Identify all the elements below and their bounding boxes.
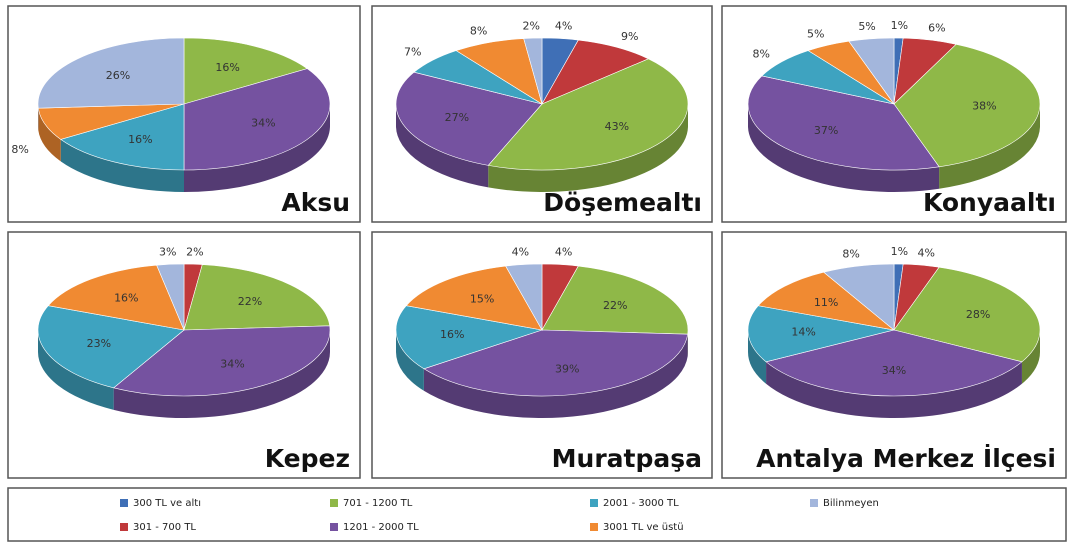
- slice-side: [184, 104, 330, 192]
- legend-swatch: [590, 499, 598, 507]
- data-label: 7%: [404, 45, 421, 58]
- slice: [523, 37, 543, 105]
- data-label: 4%: [555, 246, 572, 259]
- slice-side: [396, 104, 489, 188]
- slice: [893, 266, 1041, 363]
- slice: [395, 71, 543, 166]
- slice: [747, 75, 940, 171]
- slice-side: [766, 361, 1022, 419]
- data-label: 8%: [470, 25, 487, 38]
- data-label: 34%: [251, 117, 275, 130]
- slice: [848, 37, 895, 105]
- legend-label: 701 - 1200 TL: [343, 498, 413, 509]
- chart-title: Aksu: [281, 188, 350, 217]
- data-label: 9%: [621, 30, 638, 43]
- slice: [183, 37, 308, 105]
- legend-swatch: [590, 523, 598, 531]
- data-label: 2%: [522, 19, 539, 32]
- data-label: 5%: [858, 20, 875, 33]
- data-label: 8%: [753, 47, 770, 60]
- data-label: 5%: [807, 28, 824, 41]
- data-label: 3%: [159, 245, 176, 258]
- slice-side: [747, 330, 767, 384]
- data-label: 14%: [791, 326, 815, 339]
- slice-side: [1021, 330, 1040, 384]
- data-label: 15%: [470, 292, 494, 305]
- legend-label: 1201 - 2000 TL: [343, 522, 419, 533]
- data-label: 16%: [440, 328, 464, 341]
- data-label: 34%: [220, 358, 244, 371]
- chart-title: Muratpaşa: [552, 444, 702, 473]
- slice: [60, 103, 185, 171]
- data-label: 22%: [238, 295, 262, 308]
- slice-side: [38, 108, 61, 162]
- slice: [395, 305, 543, 370]
- slice: [893, 43, 1041, 168]
- chart-title: Antalya Merkez İlçesi: [756, 443, 1056, 473]
- legend-label: Bilinmeyen: [823, 498, 879, 509]
- legend-label: 3001 TL ve üstü: [603, 522, 684, 533]
- legend-swatch: [120, 523, 128, 531]
- slice: [823, 263, 895, 331]
- slice-side: [37, 330, 114, 410]
- data-label: 4%: [555, 20, 572, 33]
- chart-title: Konyaaltı: [923, 188, 1056, 217]
- slice: [37, 305, 185, 389]
- legend-label: 300 TL ve altı: [133, 498, 201, 509]
- slice: [541, 39, 650, 105]
- slice-side: [60, 139, 185, 192]
- data-label: 28%: [966, 308, 990, 321]
- data-label: 11%: [814, 296, 838, 309]
- data-label: 16%: [128, 133, 152, 146]
- slice: [541, 265, 689, 335]
- data-label: 16%: [114, 291, 138, 304]
- slice: [505, 263, 543, 332]
- slice: [757, 271, 896, 331]
- data-label: 26%: [106, 69, 130, 82]
- data-label: 22%: [603, 299, 627, 312]
- slice: [423, 329, 689, 397]
- data-label: 23%: [87, 337, 111, 350]
- data-label: 27%: [445, 111, 469, 124]
- data-label: 34%: [882, 364, 906, 377]
- legend-swatch: [330, 499, 338, 507]
- slice: [156, 263, 185, 331]
- slice-side: [113, 330, 330, 418]
- slice: [405, 265, 543, 331]
- data-label: 8%: [11, 143, 28, 156]
- data-label: 39%: [555, 362, 579, 375]
- data-label: 4%: [918, 246, 935, 259]
- slice-side: [939, 104, 1040, 189]
- slice-side: [396, 330, 424, 391]
- data-label: 1%: [891, 245, 908, 258]
- slice: [487, 58, 689, 171]
- slice: [183, 68, 331, 171]
- slice: [747, 305, 895, 363]
- legend-box: [7, 487, 1067, 542]
- slice: [183, 264, 331, 331]
- legend-swatch: [330, 523, 338, 531]
- legend-swatch: [810, 499, 818, 507]
- data-label: 16%: [215, 61, 239, 74]
- slice: [47, 264, 185, 331]
- legend-swatch: [120, 499, 128, 507]
- data-label: 8%: [842, 248, 859, 261]
- chart-title: Döşemealtı: [543, 188, 702, 217]
- slice: [37, 37, 185, 109]
- slice: [765, 329, 1023, 397]
- chart-title: Kepez: [265, 444, 350, 473]
- data-label: 38%: [972, 100, 996, 113]
- data-label: 2%: [186, 245, 203, 258]
- data-label: 6%: [928, 22, 945, 35]
- legend-label: 301 - 700 TL: [133, 522, 196, 533]
- data-label: 43%: [605, 120, 629, 133]
- data-label: 4%: [512, 246, 529, 259]
- slice-side: [423, 334, 688, 419]
- data-label: 37%: [814, 124, 838, 137]
- legend-label: 2001 - 3000 TL: [603, 498, 679, 509]
- data-label: 1%: [891, 19, 908, 32]
